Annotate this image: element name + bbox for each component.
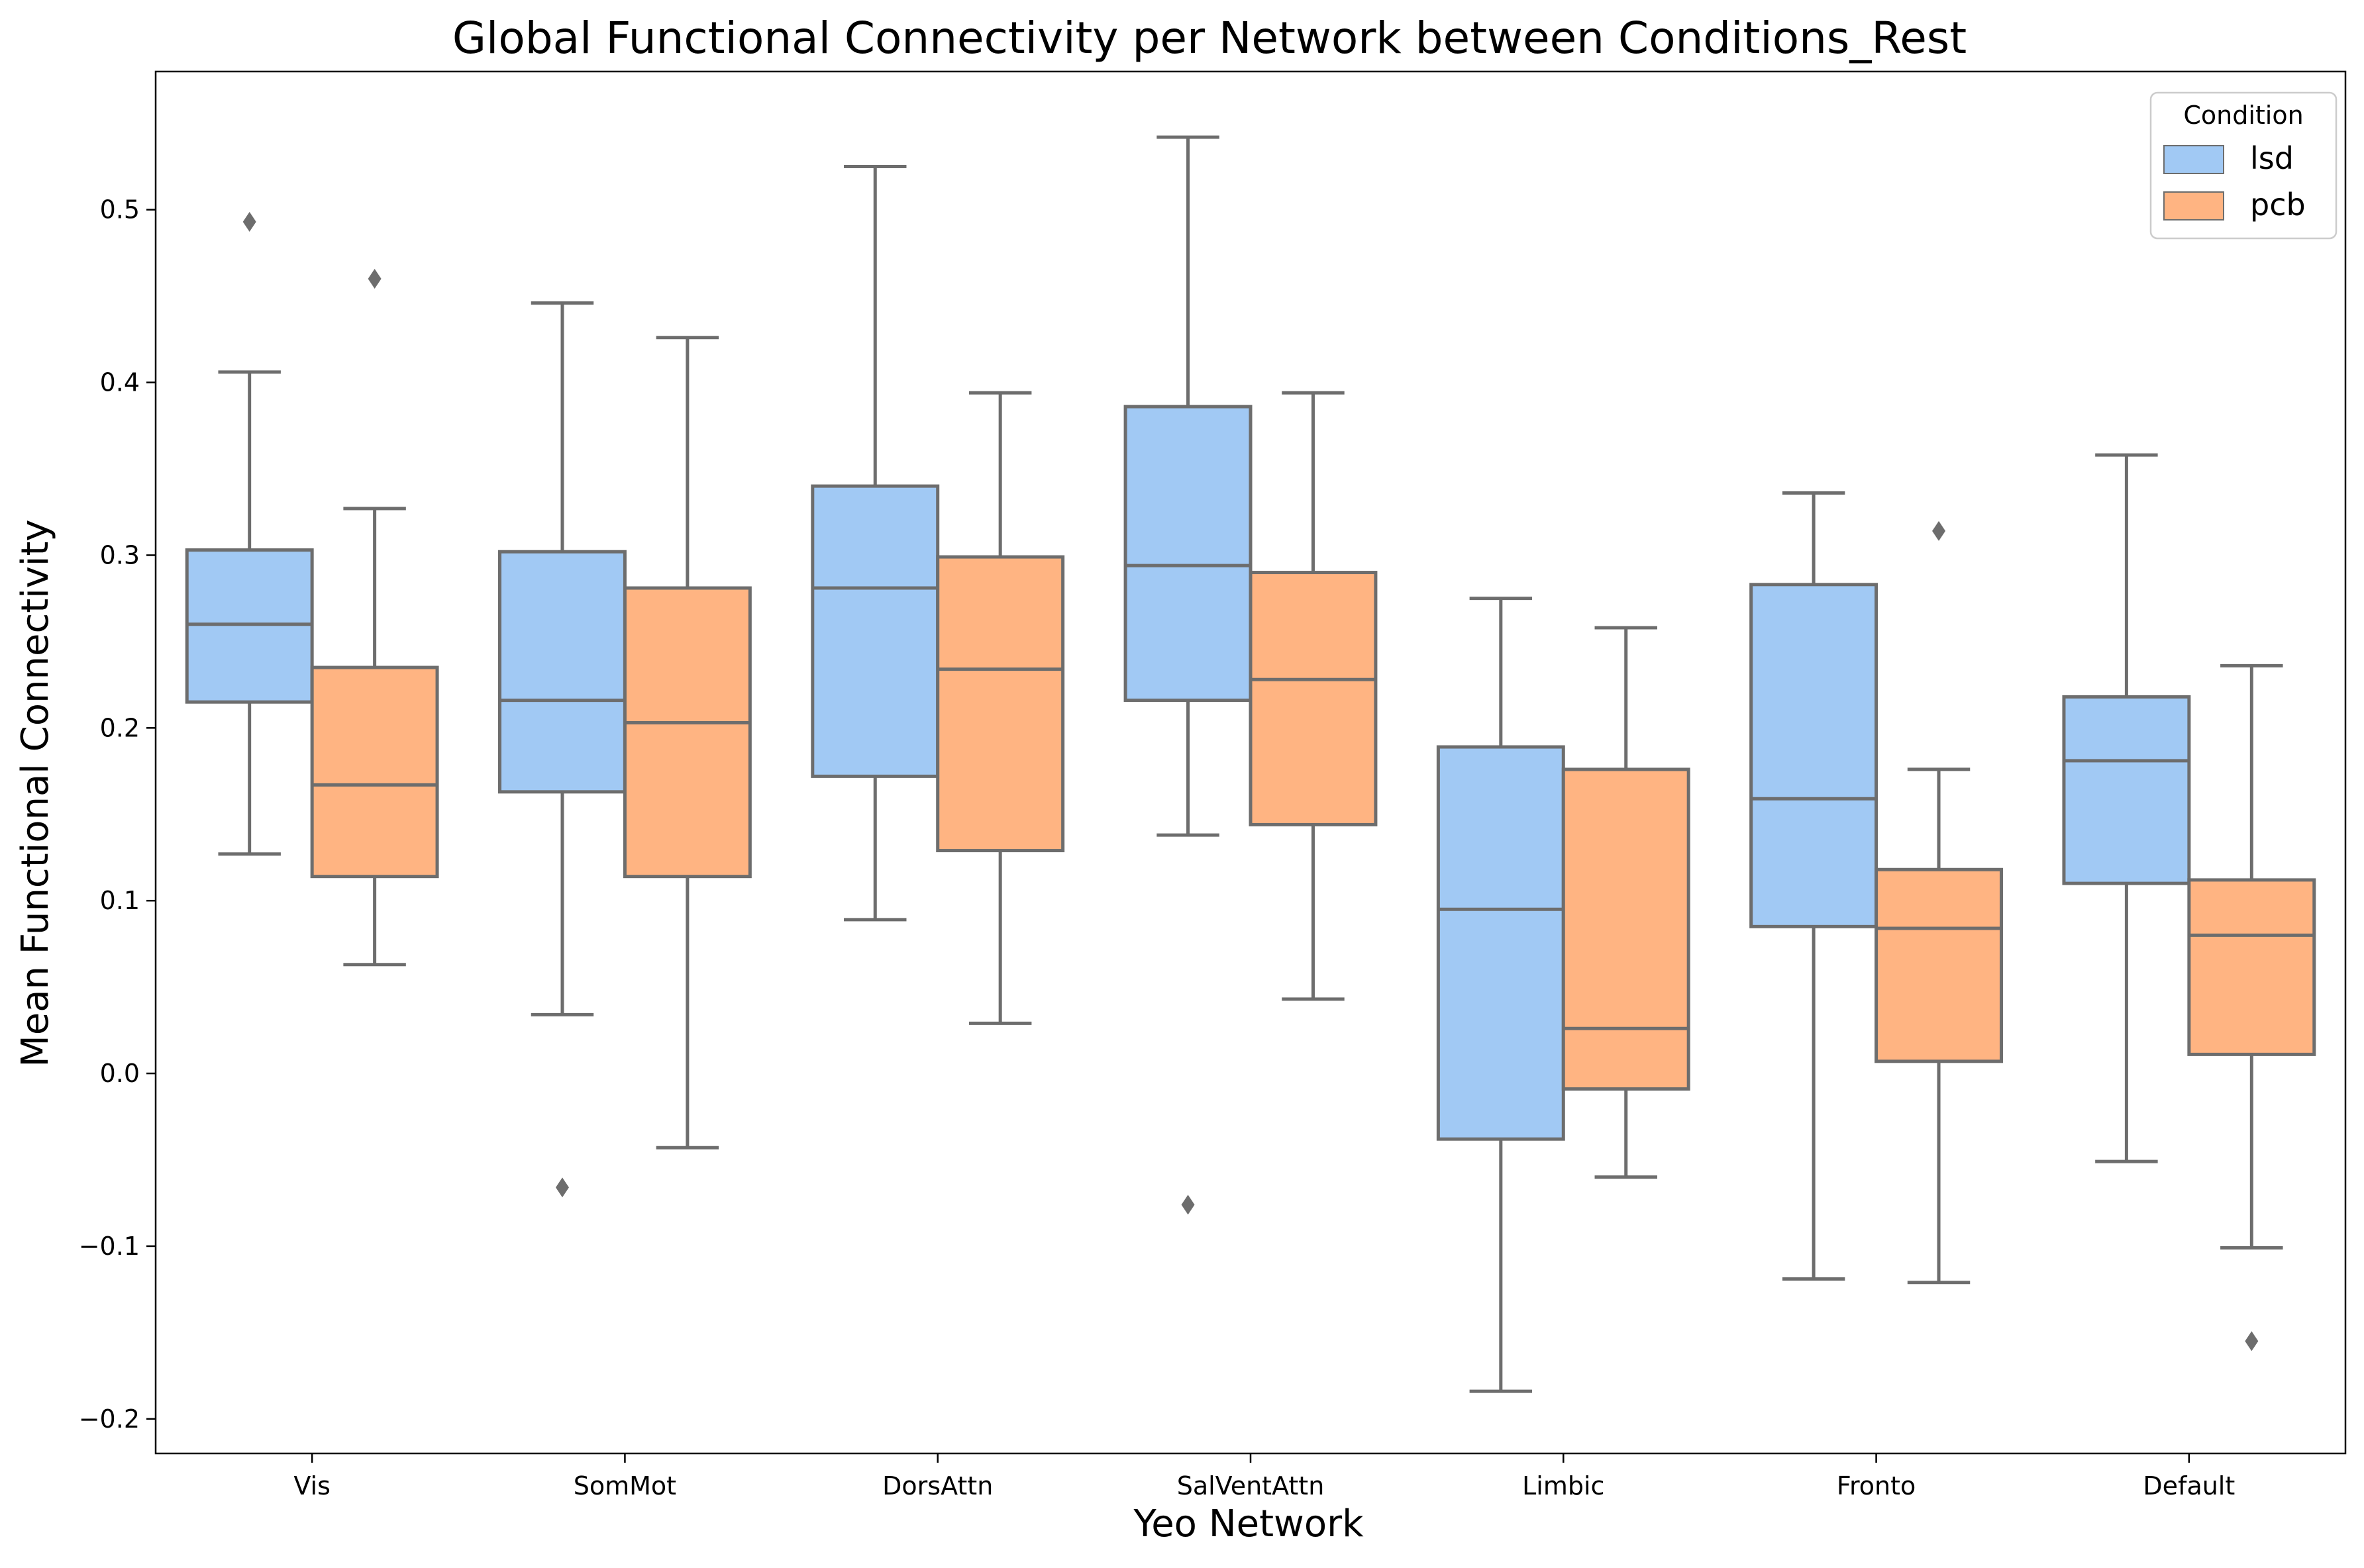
box-lsd-sommot: [498, 550, 627, 794]
y-tick-label: −0.1: [79, 1232, 140, 1261]
box-pcb-default-outlier: [2245, 1331, 2259, 1351]
box-pcb-fronto-outlier: [1932, 520, 1946, 541]
x-axis-label: Yeo Network: [1133, 1502, 1364, 1545]
box-lsd-limbic: [1436, 745, 1565, 1141]
box-pcb-vis-outlier: [368, 269, 382, 289]
y-tick-label: 0.4: [100, 368, 140, 397]
box-lsd-vis: [185, 548, 314, 704]
plot-frame: [154, 70, 2347, 1455]
box-pcb-dorsattn: [936, 555, 1065, 853]
box-lsd-fronto: [1749, 583, 1878, 928]
y-axis-label: Mean Functional Connectivity: [14, 519, 57, 1067]
y-tick-label: 0.1: [100, 886, 140, 915]
box-lsd-vis-outlier: [242, 211, 256, 232]
box-pcb-vis: [310, 665, 439, 879]
box-lsd-salventattn-outlier: [1181, 1195, 1195, 1215]
box-lsd-dorsattn: [811, 484, 940, 778]
box-pcb-sommot: [623, 586, 752, 879]
box-pcb-default: [2187, 878, 2316, 1056]
y-tick-label: −0.2: [79, 1404, 140, 1434]
legend-label-lsd: lsd: [2250, 140, 2294, 176]
legend-swatch-pcb: [2163, 191, 2224, 220]
chart-title: Global Functional Connectivity per Netwo…: [452, 13, 1967, 64]
legend-label-pcb: pcb: [2250, 187, 2306, 222]
x-tick-label: Fronto: [1837, 1471, 1916, 1500]
x-tick-label: DorsAttn: [882, 1471, 993, 1500]
y-tick-label: 0.2: [100, 713, 140, 742]
x-tick-label: SomMot: [574, 1471, 676, 1500]
legend-title: Condition: [2183, 101, 2303, 130]
box-lsd-salventattn: [1123, 405, 1253, 703]
box-lsd-sommot-outlier: [555, 1177, 569, 1198]
box-pcb-fronto: [1875, 867, 2003, 1063]
y-tick-label: 0.3: [100, 540, 140, 569]
legend-swatch-lsd: [2163, 145, 2224, 174]
y-tick-label: 0.0: [100, 1059, 140, 1088]
box-pcb-salventattn: [1249, 571, 1378, 826]
y-tick-label: 0.5: [100, 195, 140, 224]
legend: Condition lsd pcb: [2149, 91, 2338, 240]
plot-area: −0.2 −0.1 0.0 0.1 0.2 0.3 0.4 0.5 Vis SomMot DorsA…: [79, 135, 2316, 1500]
x-tick-label: SalVentAttn: [1177, 1471, 1325, 1500]
x-tick-label: Default: [2143, 1471, 2235, 1500]
x-tick-label: Vis: [293, 1471, 331, 1500]
x-tick-label: Limbic: [1522, 1471, 1604, 1500]
box-lsd-default: [2062, 695, 2191, 885]
box-pcb-limbic: [1561, 767, 1690, 1091]
